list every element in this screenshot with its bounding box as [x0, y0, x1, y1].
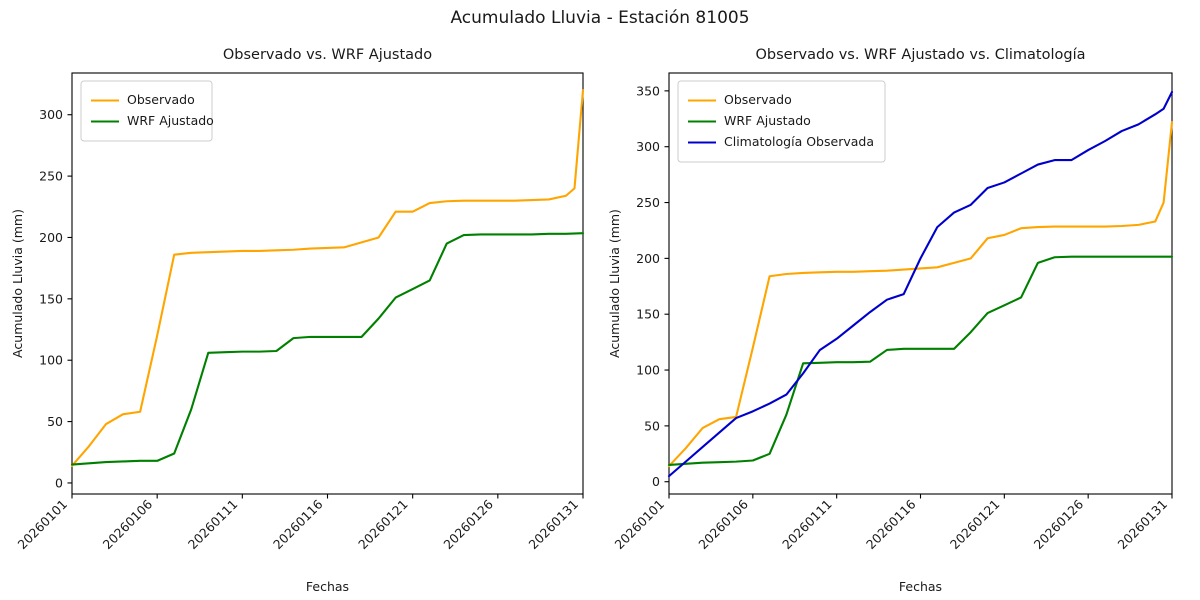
y-tick-label: 300	[636, 139, 660, 154]
series-line-observado	[667, 121, 1174, 468]
y-tick-label: 300	[39, 107, 63, 122]
x-tick-label: 20260121	[947, 497, 1003, 553]
y-axis-label: Acumulado Lluvia (mm)	[10, 209, 25, 358]
legend-label: Climatología Observada	[724, 134, 874, 149]
subplot-title: Observado vs. WRF Ajustado vs. Climatolo…	[756, 47, 1086, 63]
series-line-observado	[70, 89, 585, 467]
y-tick-label: 350	[636, 83, 660, 98]
legend-box	[80, 80, 213, 142]
x-tick-label: 20260106	[695, 496, 751, 552]
y-axis-label: Acumulado Lluvia (mm)	[607, 209, 622, 358]
y-tick-label: 100	[636, 363, 660, 378]
subplot-title: Observado vs. WRF Ajustado	[223, 47, 432, 63]
legend-box	[677, 80, 886, 163]
y-tick-label: 150	[636, 307, 660, 322]
y-tick-label: 150	[39, 291, 63, 306]
legend-label: Observado	[127, 92, 195, 107]
y-tick-label: 0	[652, 474, 660, 489]
y-tick-label: 250	[39, 169, 63, 184]
x-tick-label: 20260126	[1031, 496, 1087, 552]
y-tick-label: 200	[39, 230, 63, 245]
series-line-wrf-ajustado	[667, 255, 1174, 467]
y-tick-label: 0	[55, 475, 63, 490]
y-tick-label: 50	[644, 418, 660, 433]
legend-label: Observado	[724, 92, 792, 107]
legend-label: WRF Ajustado	[724, 113, 811, 128]
x-axis-label: Fechas	[899, 579, 942, 594]
y-tick-label: 250	[636, 195, 660, 210]
x-tick-label: 20260111	[779, 497, 835, 553]
figure-title: Acumulado Lluvia - Estación 81005	[450, 8, 750, 28]
legend-label: WRF Ajustado	[127, 113, 214, 128]
x-axis-label: Fechas	[306, 579, 349, 594]
x-tick-label: 20260116	[863, 496, 919, 552]
series-line-wrf-ajustado	[70, 232, 585, 466]
x-tick-label: 20260131	[1115, 497, 1171, 553]
x-tick-label: 20260101	[612, 497, 668, 553]
series-line-climatolog-a-observada	[667, 90, 1174, 478]
y-tick-label: 200	[636, 251, 660, 266]
y-tick-label: 50	[47, 414, 63, 429]
y-tick-label: 100	[39, 353, 63, 368]
